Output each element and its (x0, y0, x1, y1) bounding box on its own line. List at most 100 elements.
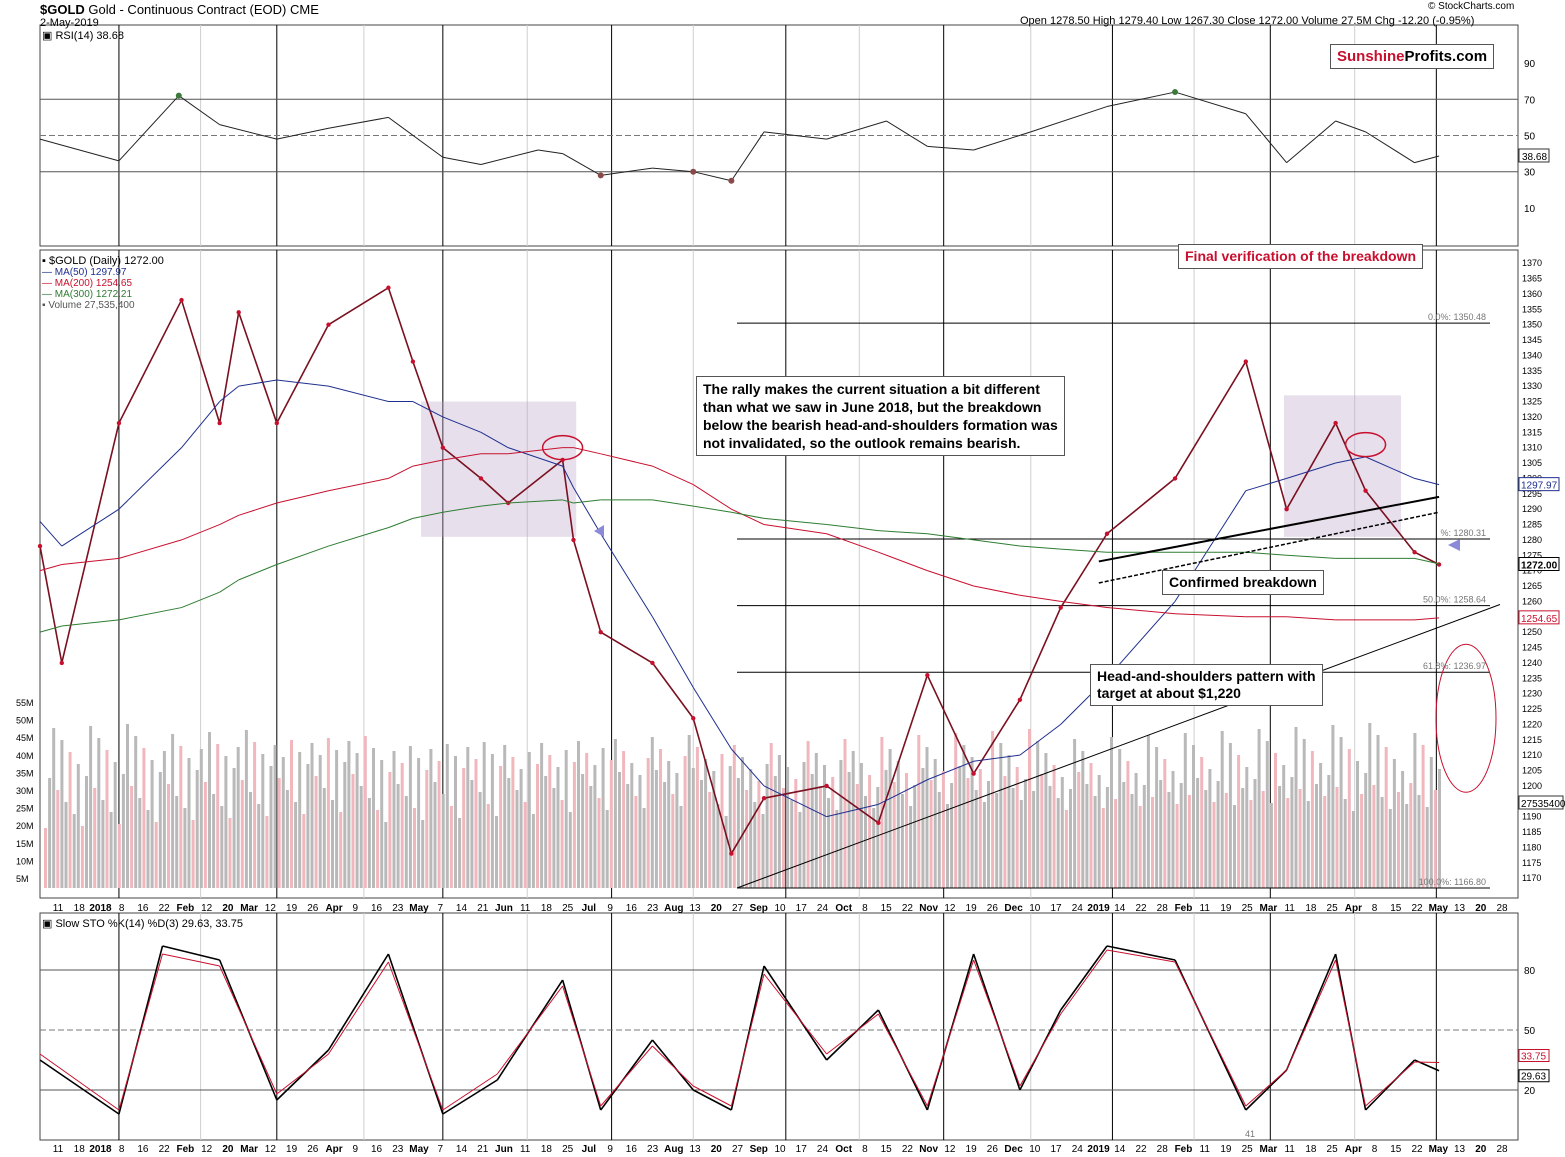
x-tick-label-bottom: 10 (1029, 1144, 1041, 1155)
stoch-k-segment (387, 953, 444, 1115)
stoch-d-segment (276, 1053, 329, 1095)
volume-bar (388, 772, 392, 888)
volume-bar (982, 802, 986, 888)
volume-bar (1163, 759, 1167, 888)
volume-bar (777, 755, 781, 888)
volume-bar (437, 761, 441, 888)
volume-tick-label: 10M (16, 856, 34, 866)
volume-bar (212, 794, 216, 888)
volume-bar (1392, 759, 1396, 888)
x-tick-label: Feb (177, 903, 195, 914)
volume-bar (958, 766, 962, 888)
volume-bar (495, 816, 498, 888)
price-tick-label: 1315 (1522, 427, 1542, 437)
x-tick-label-bottom: 21 (477, 1144, 489, 1155)
x-tick-label: Feb (1175, 903, 1193, 914)
rsi-line-segment (442, 156, 482, 165)
x-tick-label-bottom: Nov (919, 1144, 938, 1155)
volume-bar (478, 792, 482, 888)
volume-bar (130, 786, 134, 888)
stoch-d-segment (730, 973, 765, 1107)
volume-bar (359, 786, 363, 888)
price-tick-label: 1355 (1522, 304, 1542, 314)
volume-bar (716, 804, 720, 888)
volume-bar (917, 735, 921, 888)
x-tick-label: 18 (74, 903, 86, 914)
volume-bar (376, 810, 380, 888)
volume-bar (1192, 745, 1195, 888)
ma-segment (238, 379, 277, 387)
volume-bar (187, 758, 191, 888)
price-tick-label: 1220 (1522, 719, 1542, 729)
x-tick-label: 12 (201, 903, 213, 914)
x-tick-label: Oct (835, 903, 852, 914)
price-tick-label: 1205 (1522, 766, 1542, 776)
stoch-d-segment (973, 959, 1021, 1087)
x-tick-label: 8 (119, 903, 125, 914)
volume-bar (458, 818, 462, 888)
x-tick-label: 11 (1200, 903, 1211, 914)
volume-bar (810, 774, 814, 888)
x-tick-label-bottom: 15 (1390, 1144, 1402, 1155)
volume-bar (425, 770, 429, 888)
fib-label-partial: %: 1280.31 (1440, 528, 1486, 538)
volume-bar (1290, 777, 1294, 888)
volume-bar (978, 769, 982, 888)
volume-bar (704, 759, 708, 888)
price-tick-label: 1240 (1522, 658, 1542, 668)
volume-bar (126, 724, 129, 888)
ma-segment (219, 385, 240, 402)
ma-segment (39, 564, 62, 572)
volume-bar (93, 788, 97, 888)
ma-segment (927, 570, 974, 587)
x-tick-label: 19 (286, 903, 298, 914)
volume-bar (1249, 800, 1253, 888)
x-tick-label: 20 (1475, 903, 1487, 914)
volume-bar (991, 731, 995, 888)
volume-bar (445, 744, 449, 888)
volume-bar (950, 783, 954, 888)
x-tick-label-bottom: 26 (307, 1144, 319, 1155)
volume-tick-label: 40M (16, 751, 34, 761)
volume-bar (109, 812, 113, 888)
volume-bar (962, 745, 966, 888)
stoch-d-segment (1019, 1013, 1062, 1087)
volume-tick-label: 50M (16, 716, 34, 726)
rsi-line-segment (730, 131, 765, 182)
volume-bar (868, 775, 872, 888)
x-tick-label: 28 (1157, 903, 1169, 914)
volume-bar (121, 774, 125, 888)
volume-bar (609, 760, 613, 888)
neckline (1098, 495, 1440, 563)
x-tick-label-bottom: 23 (392, 1144, 404, 1155)
volume-bar (1421, 745, 1425, 888)
x-tick-label-bottom: Feb (1175, 1144, 1193, 1155)
x-tick-label-bottom: 25 (562, 1144, 574, 1155)
stoch-k-tag: 29.63 (1521, 1072, 1546, 1083)
volume-bar (203, 782, 207, 888)
x-tick-label: 27 (732, 903, 744, 914)
rsi-line-segment (927, 145, 974, 151)
volume-bar (56, 790, 60, 888)
volume-bar (326, 738, 330, 888)
stoch-d-tag-box (1518, 1049, 1550, 1062)
stoch-d-segment (496, 985, 564, 1075)
x-tick-label: 9 (607, 903, 613, 914)
rsi-line-segment (480, 149, 539, 165)
volume-bar (1105, 787, 1109, 888)
x-tick-label-bottom: 12 (201, 1144, 213, 1155)
price-legend: ▪ $GOLD (Daily) 1272.00 — MA(50) 1297.97… (42, 256, 164, 312)
volume-bar (1380, 797, 1384, 888)
volume-bar (396, 784, 400, 888)
legend-ma300: — MA(300) 1272.21 (42, 289, 133, 300)
x-tick-label: 14 (456, 903, 468, 914)
price-tick-label: 1175 (1522, 858, 1541, 868)
ma-segment (61, 557, 119, 566)
price-point (386, 285, 391, 290)
price-tick-label: 1285 (1522, 520, 1542, 530)
ma-segment (508, 447, 563, 467)
volume-bar (1183, 733, 1187, 888)
x-tick-label-bottom: 27 (732, 1144, 744, 1155)
x-tick-label: Nov (919, 903, 938, 914)
volume-bar (449, 806, 453, 888)
